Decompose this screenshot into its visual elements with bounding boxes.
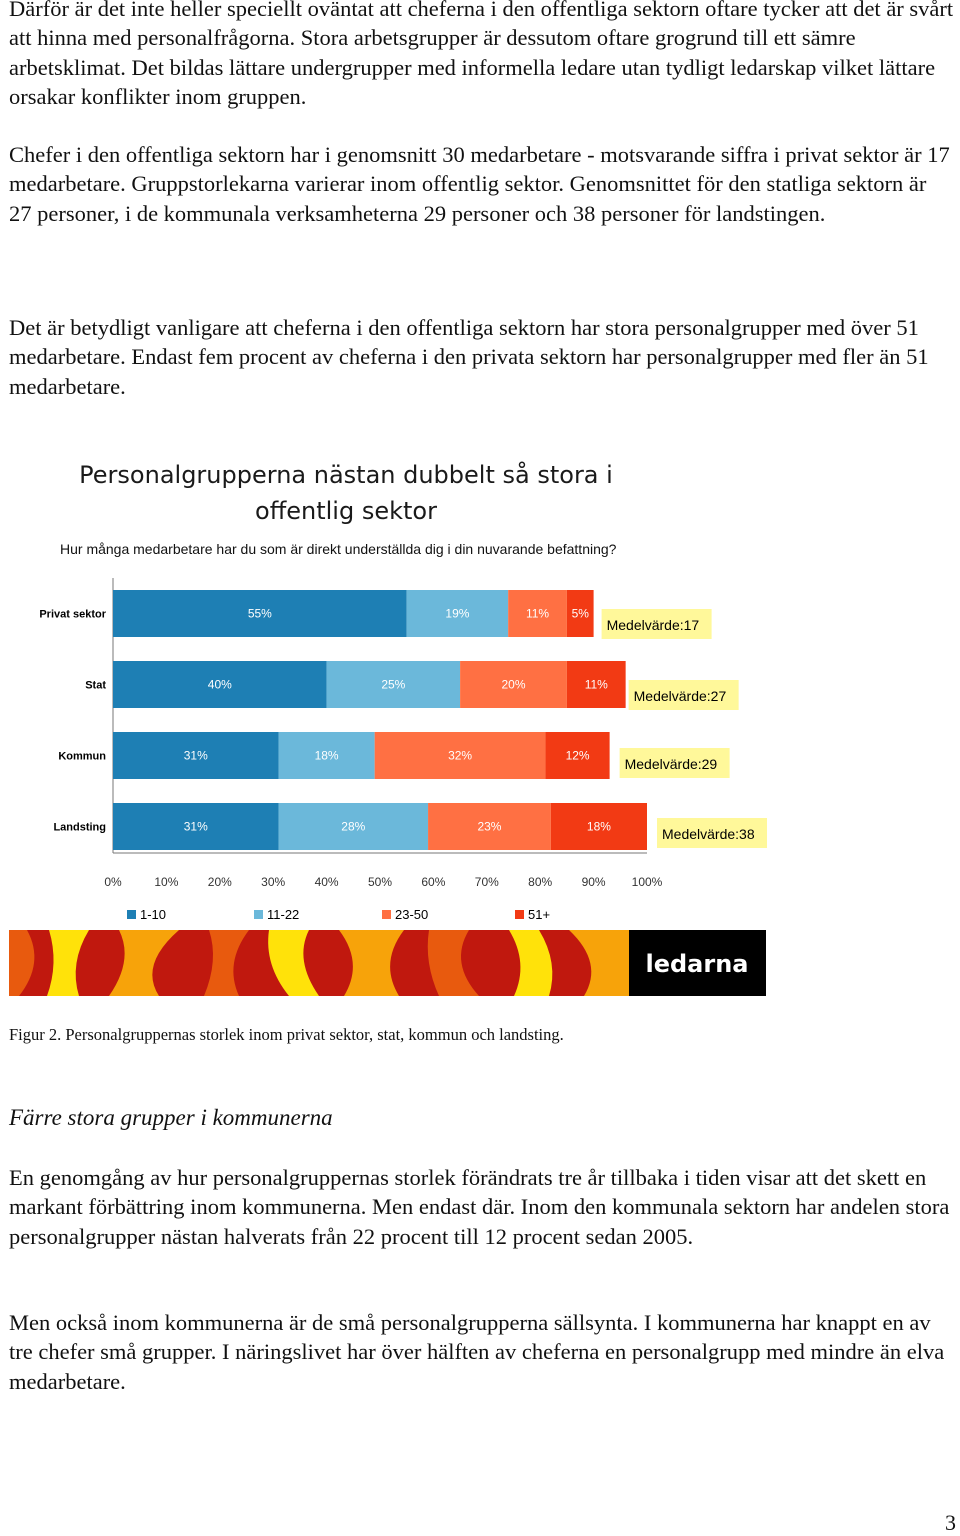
category-label: Privat sektor — [39, 609, 106, 621]
paragraph-3: Det är betydligt vanligare att cheferna … — [9, 315, 929, 399]
x-tick-label: 90% — [582, 875, 606, 889]
x-tick-label: 80% — [528, 875, 552, 889]
bar-segment — [374, 732, 546, 779]
data-label: 19% — [445, 607, 469, 621]
mean-box — [619, 748, 730, 778]
chart-title: Personalgrupperna nästan dubbelt så stor… — [79, 461, 613, 525]
data-label: 40% — [208, 678, 232, 692]
x-tick-label: 20% — [208, 875, 232, 889]
ledarna-logo: ledarna — [646, 950, 749, 978]
legend-label: 11-22 — [267, 907, 299, 922]
figure-caption: Figur 2. Personalgruppernas storlek inom… — [9, 1025, 564, 1044]
paragraph-1: Därför är det inte heller speciellt ovän… — [9, 0, 954, 109]
x-tick-label: 10% — [154, 875, 178, 889]
legend-swatch — [515, 910, 524, 919]
data-label: 11% — [585, 678, 608, 692]
bar-segment — [428, 803, 551, 850]
data-label: 25% — [381, 678, 405, 692]
x-tick-label: 100% — [632, 875, 663, 889]
data-label: 28% — [341, 820, 365, 834]
legend-swatch — [254, 910, 263, 919]
category-label: Landsting — [53, 822, 106, 834]
x-tick-label: 50% — [368, 875, 392, 889]
bar-segment — [508, 590, 567, 637]
category-label: Kommun — [58, 751, 106, 763]
bar-segment — [550, 803, 647, 850]
mean-label: Medelvärde:29 — [625, 756, 718, 772]
paragraph-4: En genomgång av hur personalgruppernas s… — [9, 1165, 950, 1249]
data-label: 11% — [526, 607, 549, 621]
chart-subtitle: Hur många medarbetare har du som är dire… — [60, 541, 617, 557]
bar-segment — [326, 661, 461, 708]
bar-segment — [545, 732, 610, 779]
bar-segment — [113, 590, 407, 637]
data-label: 18% — [587, 820, 611, 834]
ledarna-brand-banner: ledarna — [9, 930, 766, 996]
section-subheading: Färre stora grupper i kommunerna — [9, 1105, 333, 1130]
mean-box — [657, 818, 767, 848]
x-tick-label: 40% — [315, 875, 339, 889]
mean-label: Medelvärde:17 — [607, 617, 700, 633]
category-label: Stat — [85, 680, 106, 692]
data-label: 31% — [184, 749, 208, 763]
mean-label: Medelvärde:38 — [662, 826, 755, 842]
data-label: 23% — [477, 820, 501, 834]
data-label: 31% — [184, 820, 208, 834]
paragraph-5: Men också inom kommunerna är de små pers… — [9, 1310, 945, 1394]
data-label: 32% — [448, 749, 472, 763]
bar-segment — [278, 803, 429, 850]
x-tick-label: 0% — [104, 875, 122, 889]
x-tick-label: 60% — [421, 875, 445, 889]
legend-label: 1-10 — [140, 907, 166, 922]
bar-segment — [278, 732, 375, 779]
paragraph-2: Chefer i den offentliga sektorn har i ge… — [9, 142, 950, 226]
bar-segment — [566, 661, 626, 708]
legend-swatch — [382, 910, 391, 919]
legend-label: 23-50 — [395, 907, 428, 922]
page-number: 3 — [945, 1510, 956, 1535]
bar-segment — [460, 661, 567, 708]
stacked-bar-chart: Privat sektor 55% 19% 11% 5% Medelvärde:17 Sta… — [39, 578, 767, 922]
bar-segment — [566, 590, 594, 637]
ledarna-logo-box — [629, 930, 766, 996]
mean-box — [601, 609, 712, 639]
data-label: 20% — [501, 678, 525, 692]
legend-label: 51+ — [528, 907, 550, 922]
bar-segment — [406, 590, 509, 637]
mean-box — [628, 680, 739, 710]
data-label: 12% — [566, 749, 590, 763]
x-tick-label: 30% — [261, 875, 285, 889]
bar-segment — [113, 803, 279, 850]
data-label: 5% — [572, 607, 590, 621]
x-tick-label: 70% — [475, 875, 499, 889]
mean-label: Medelvärde:27 — [634, 688, 727, 704]
data-label: 55% — [248, 607, 272, 621]
bar-segment — [113, 732, 279, 779]
data-label: 18% — [315, 749, 339, 763]
bar-segment — [113, 661, 327, 708]
legend-swatch — [127, 910, 136, 919]
